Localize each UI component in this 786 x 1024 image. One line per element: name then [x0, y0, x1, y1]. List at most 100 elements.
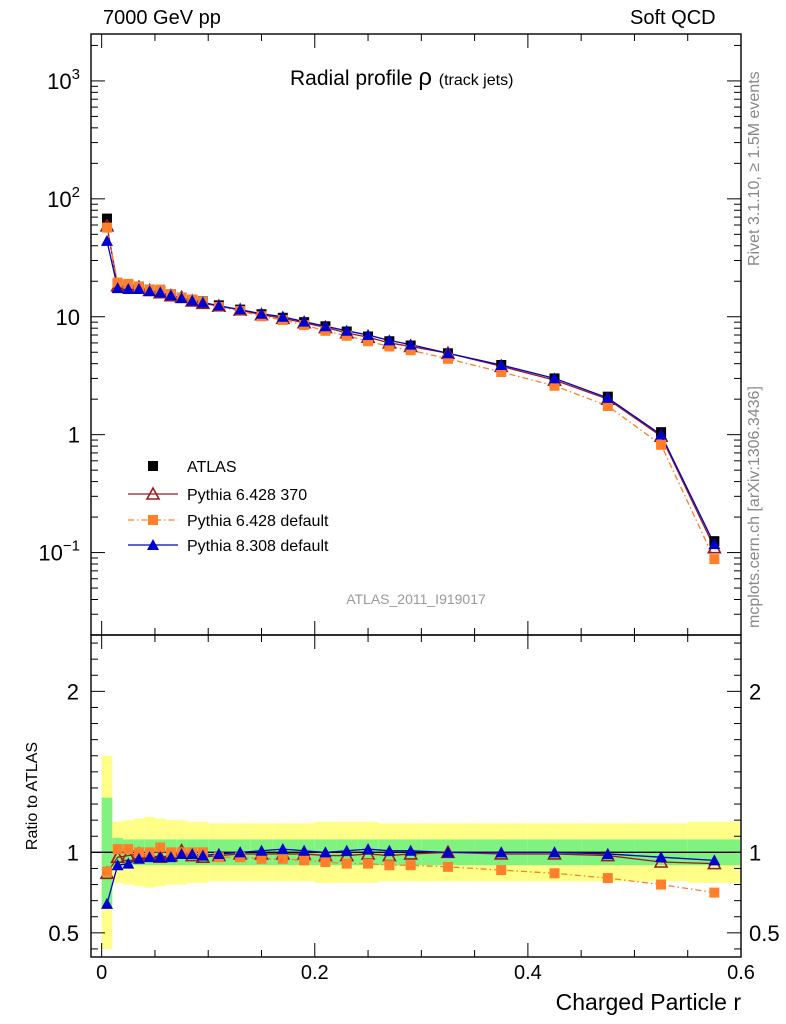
ratio-y-tick-label: 1: [67, 840, 79, 865]
main-point-pythia-8-308-default: [132, 282, 145, 294]
ratio-y-axis-title: Ratio to ATLAS: [24, 742, 41, 850]
main-point-pythia-8-308-default: [255, 307, 268, 319]
main-point-pythia-6-428-default: [656, 439, 667, 450]
main-point-pythia-6-428-default: [602, 401, 613, 412]
ratio-point-pythia-6-428-default: [656, 879, 667, 890]
legend-label-pythia-6-428-default: Pythia 6.428 default: [187, 513, 329, 530]
x-tick-label: 0.4: [514, 962, 542, 984]
ratio-point-pythia-6-428-default: [363, 858, 374, 869]
ratio-point-pythia-6-428-default: [112, 844, 123, 855]
main-point-pythia-8-308-default: [154, 286, 167, 298]
main-point-pythia-8-308-default: [212, 299, 225, 311]
ratio-point-pythia-6-428-default: [341, 858, 352, 869]
ratio-point-pythia-8-308-default: [404, 844, 417, 856]
ratio-point-pythia-8-308-default: [441, 846, 454, 858]
main-series-group: [99, 213, 722, 565]
main-point-pythia-8-308-default: [319, 320, 332, 332]
main-point-pythia-8-308-default: [276, 310, 289, 322]
main-point-pythia-8-308-default: [441, 347, 454, 359]
main-point-pythia-8-308-default: [601, 391, 614, 403]
main-point-pythia-8-308-default: [100, 234, 113, 246]
main-point-pythia-6-428-default: [549, 380, 560, 391]
ratio-point-pythia-8-308-default: [196, 849, 209, 861]
header-right: Soft QCD: [630, 7, 716, 29]
main-point-pythia-8-308-default: [186, 294, 199, 306]
ratio-y-tick-label: 2: [67, 679, 79, 704]
main-point-pythia-8-308-default: [298, 315, 311, 327]
ratio-point-pythia-8-308-default: [319, 846, 332, 858]
legend-marker-atlas: [148, 461, 158, 471]
ratio-point-pythia-8-308-default: [298, 844, 311, 856]
ratio-point-pythia-8-308-default: [340, 844, 353, 856]
main-point-pythia-6-428-default: [384, 341, 395, 352]
ratio-point-pythia-6-428-default: [709, 887, 720, 898]
x-tick-label: 0: [96, 962, 107, 984]
legend-label-pythia-8-308-default: Pythia 8.308 default: [187, 538, 329, 555]
main-point-pythia-8-308-default: [655, 428, 668, 440]
ratio-point-pythia-8-308-default: [276, 843, 289, 855]
main-y-tick-label: 103: [47, 66, 80, 94]
main-point-pythia-8-308-default: [111, 282, 124, 294]
axes-group: [90, 33, 742, 958]
ratio-point-pythia-6-428-default: [277, 853, 288, 864]
legend-label-atlas: ATLAS: [187, 459, 237, 476]
legend-label-pythia-6-428-370: Pythia 6.428 370: [187, 487, 307, 504]
main-point-pythia-8-308-default: [234, 303, 247, 315]
main-point-pythia-6-428-default: [363, 336, 374, 347]
x-axis-title: Charged Particle r: [556, 989, 742, 1015]
ratio-point-pythia-8-308-default: [655, 851, 668, 863]
ratio-point-pythia-6-428-default: [384, 860, 395, 871]
ratio-point-pythia-8-308-default: [255, 844, 268, 856]
ratio-point-pythia-6-428-default: [101, 866, 112, 877]
main-point-pythia-6-428-default: [101, 222, 112, 233]
ratio-point-pythia-6-428-default: [549, 868, 560, 879]
ratio-y-tick-label-right: 0.5: [749, 921, 780, 946]
ratio-y-tick-label: 0.5: [48, 921, 79, 946]
ratio-point-pythia-8-308-default: [132, 852, 145, 864]
main-point-pythia-8-308-default: [196, 296, 209, 308]
ratio-point-pythia-6-428-default: [155, 842, 166, 853]
analysis-watermark: ATLAS_2011_I919017: [346, 591, 486, 607]
ratio-point-pythia-8-308-default: [122, 857, 135, 869]
ratio-point-pythia-6-428-default: [299, 855, 310, 866]
ratio-frame: [90, 634, 742, 958]
main-point-pythia-6-428-default: [709, 554, 720, 565]
main-point-pythia-8-308-default: [708, 538, 721, 550]
legend-marker-pythia-8-308-default: [147, 539, 159, 550]
ratio-y-tick-label-right: 2: [749, 679, 761, 704]
x-tick-label: 0.6: [727, 962, 755, 984]
main-point-pythia-8-308-default: [122, 282, 135, 294]
ratio-point-pythia-8-308-default: [164, 851, 177, 863]
ratio-point-pythia-8-308-default: [111, 859, 124, 871]
main-line-pythia-6-428-default: [106, 227, 715, 560]
main-point-pythia-8-308-default: [164, 289, 177, 301]
main-y-tick-label: 10: [56, 305, 80, 330]
ratio-point-pythia-8-308-default: [708, 854, 721, 866]
main-point-pythia-8-308-default: [143, 285, 156, 297]
main-y-tick-label: 1: [68, 423, 80, 448]
ratio-point-pythia-6-428-default: [405, 860, 416, 871]
main-point-pythia-8-308-default: [362, 329, 375, 341]
ratio-point-pythia-6-428-default: [256, 853, 267, 864]
main-point-pythia-8-308-default: [495, 358, 508, 370]
main-point-pythia-6-428-default: [405, 345, 416, 356]
ratio-point-pythia-8-308-default: [143, 851, 156, 863]
main-point-pythia-8-308-default: [175, 292, 188, 304]
legend-group: ATLAS Pythia 6.428 370 Pythia 6.428 defaul…: [128, 459, 329, 555]
main-point-pythia-6-428-default: [496, 366, 507, 377]
ratio-point-pythia-6-428-default: [320, 857, 331, 868]
ratio-point-pythia-8-308-default: [234, 846, 247, 858]
main-point-pythia-8-308-default: [548, 372, 561, 384]
ratio-point-pythia-8-308-default: [383, 844, 396, 856]
plot-title: Radial profile ρ (track jets): [290, 64, 513, 91]
ratio-point-pythia-8-308-default: [495, 846, 508, 858]
main-point-pythia-8-308-default: [340, 324, 353, 336]
ratio-point-pythia-6-428-default: [123, 844, 134, 855]
ratio-point-pythia-8-308-default: [548, 846, 561, 858]
ratio-point-pythia-8-308-default: [175, 847, 188, 859]
ratio-point-pythia-6-428-default: [602, 873, 613, 884]
ratio-y-tick-label-right: 1: [749, 840, 761, 865]
legend-marker-pythia-6-428-370: [145, 486, 161, 500]
x-tick-label: 0.2: [301, 962, 329, 984]
main-y-tick-label: 10−1: [38, 538, 80, 566]
